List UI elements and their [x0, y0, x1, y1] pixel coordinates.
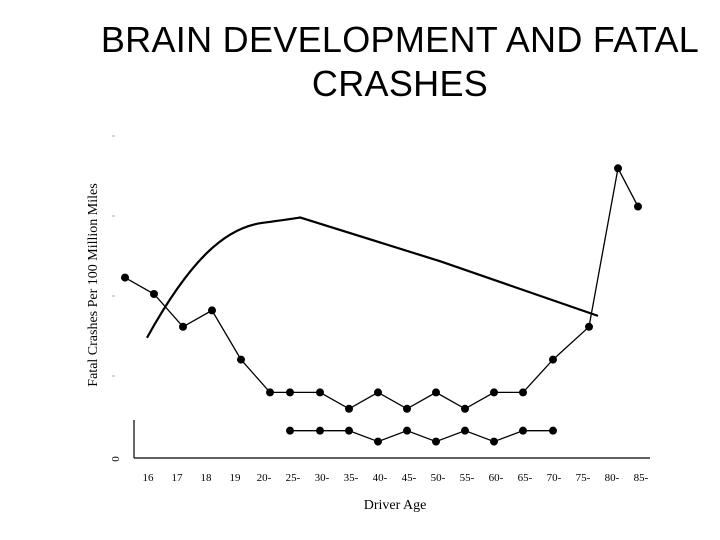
data-point [490, 388, 498, 397]
x-tick-label: 85- [634, 472, 649, 484]
data-point [208, 306, 216, 315]
data-point [237, 355, 245, 364]
brain-development-curve [146, 216, 599, 339]
chart-labels: 0 16 17 18 19 20- 25- 30- 35- 40- 45- 50- 55- 60- 65- 7… [86, 183, 649, 513]
series-upper [121, 164, 642, 413]
data-point [614, 164, 622, 173]
data-point [286, 388, 294, 397]
x-axis-title: Driver Age [364, 498, 427, 513]
data-point [432, 437, 440, 446]
x-tick-label: 16 [143, 472, 155, 484]
data-point [519, 388, 527, 397]
x-tick-label: 75- [576, 472, 591, 484]
data-point [345, 426, 353, 435]
data-point [634, 202, 642, 211]
data-point [316, 388, 324, 397]
y-axis-title: Fatal Crashes Per 100 Million Miles [86, 183, 101, 386]
brain-development-curve-layer [146, 216, 599, 339]
x-tick-label: 20- [257, 472, 272, 484]
x-tick-label: 19 [230, 472, 242, 484]
data-point [461, 404, 469, 413]
data-point [316, 426, 324, 435]
data-series-layer [121, 164, 642, 446]
data-point [432, 388, 440, 397]
x-tick-label: 17 [172, 472, 184, 484]
data-point [266, 388, 274, 397]
data-point [549, 355, 557, 364]
x-tick-label: 50- [431, 472, 446, 484]
y-tick-label: 0 [110, 456, 122, 462]
x-tick-label: 18 [201, 472, 213, 484]
x-tick-label: 30- [315, 472, 330, 484]
data-point [403, 426, 411, 435]
data-point [179, 322, 187, 331]
series-lower [286, 426, 557, 446]
data-point [286, 426, 294, 435]
slide-title: BRAIN DEVELOPMENT AND FATAL CRASHES [100, 19, 700, 100]
x-tick-label: 65- [518, 472, 533, 484]
data-point [461, 426, 469, 435]
data-point [519, 426, 527, 435]
data-point [403, 404, 411, 413]
x-tick-label: 70- [547, 472, 562, 484]
data-point [121, 273, 129, 282]
series-line [124, 166, 639, 410]
x-tick-label: 35- [344, 472, 359, 484]
x-tick-label: 80- [605, 472, 620, 484]
x-tick-label: 55- [460, 472, 475, 484]
data-point [150, 290, 158, 298]
data-point [549, 426, 557, 435]
x-tick-label: 45- [402, 472, 417, 484]
data-point [490, 437, 498, 446]
data-point [374, 437, 382, 446]
data-point [374, 388, 382, 397]
chart-axes [112, 135, 650, 459]
x-tick-label: 60- [489, 472, 504, 484]
series-line [290, 429, 553, 443]
data-point [585, 322, 593, 331]
x-tick-label: 40- [373, 472, 388, 484]
x-tick-label: 25- [286, 472, 301, 484]
data-point [345, 404, 353, 413]
